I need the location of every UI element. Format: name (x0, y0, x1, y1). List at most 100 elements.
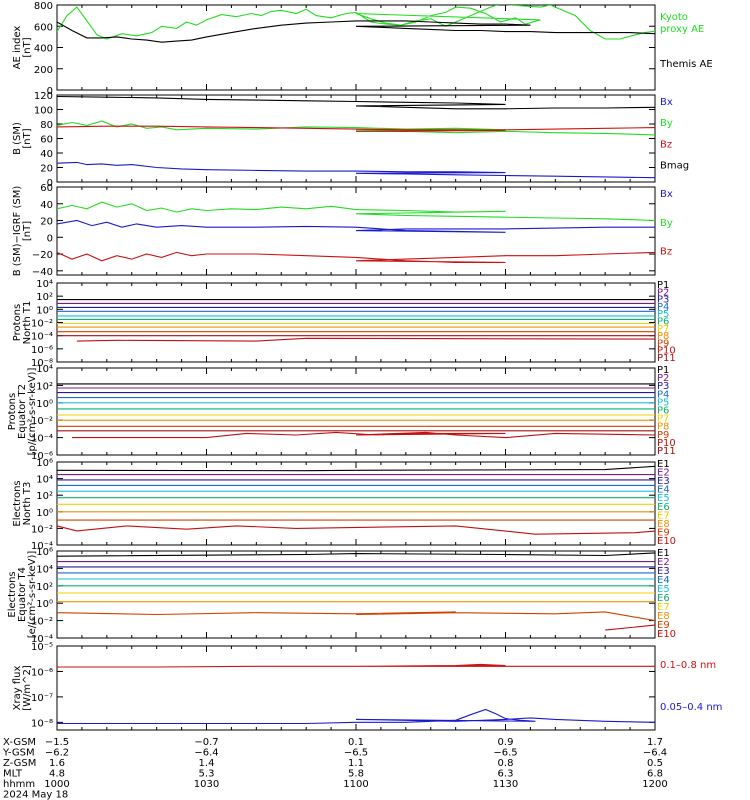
y-tick-label: 10⁻² (31, 319, 53, 330)
x-row-value: −1.5 (45, 737, 69, 748)
y-tick-label: 10⁰ (36, 305, 53, 316)
x-row-value: 1.6 (49, 758, 65, 769)
y-tick-label: 10⁻⁶ (31, 345, 53, 356)
legend-p10: P10 (657, 346, 676, 357)
y-axis-label: North T1 (22, 301, 33, 345)
series-0-05-0-4-nm (57, 708, 655, 725)
y-tick-label: 10⁻⁴ (31, 634, 53, 645)
panel-frame (56, 4, 656, 91)
y-axis-label: North T3 (22, 482, 33, 526)
panel-frame (56, 367, 656, 456)
y-tick-label: 10⁴ (36, 564, 53, 575)
y-tick-label: 100 (34, 106, 53, 117)
legend-p4: P4 (657, 389, 669, 400)
panel-en: 10⁻⁴ 10⁻² 10⁰ 10² 10⁴ 10⁶ E1E2E3E4E5E6E7E8E9E1… (12, 458, 676, 552)
x-row-value: 5.3 (199, 769, 215, 780)
x-row-value: −6.4 (643, 748, 667, 759)
y-tick-label: 10⁻⁸ (31, 358, 53, 369)
y-tick-label: 0 (47, 86, 53, 97)
series-0-1-0-8-nm (57, 663, 655, 668)
legend-themis-ae: Themis AE (659, 59, 713, 70)
legend-p4: P4 (657, 302, 669, 313)
x-row-value: −6.5 (493, 748, 517, 759)
series-bz (57, 245, 655, 263)
legend-e1: E1 (657, 548, 670, 559)
legend-bx: Bx (660, 97, 673, 108)
legend-e3: E3 (657, 566, 670, 577)
panel-bigrf: −40 −20 0 20 40 60 Bx By Bz B (SM)−IGRF (SM) [nT] (12, 183, 673, 278)
x-row-label: Y-GSM (2, 748, 35, 759)
y-tick-label: 10⁻⁷ (31, 693, 53, 704)
series-by (57, 120, 655, 136)
x-row-value: −6.5 (344, 748, 368, 759)
legend-p6: P6 (657, 317, 669, 328)
y-axis-label: Equator T2 (17, 384, 28, 439)
y-tick-label: 10⁻⁴ (31, 434, 53, 445)
y-tick-label: 10⁻² (31, 524, 53, 535)
y-tick-label: 10² (36, 491, 53, 502)
legend-p11: P11 (657, 446, 676, 457)
y-tick-label: 600 (34, 22, 53, 33)
y-axis-label: [nT] (22, 221, 33, 241)
legend-bz: Bz (660, 139, 672, 150)
x-row-value: 6.3 (498, 769, 514, 780)
legend-e9: E9 (657, 620, 670, 631)
series-e10 (605, 624, 655, 631)
x-row-value: 1130 (493, 779, 518, 790)
x-row-label: hhmm (3, 779, 35, 790)
y-axis-label: [p/(cm²-s-sr-keV)] (27, 368, 38, 456)
y-tick-label: 80 (40, 120, 53, 131)
legend-p7: P7 (657, 324, 669, 335)
legend-p8: P8 (657, 422, 669, 433)
legend-kyoto-proxy-ae: Kyoto (660, 12, 688, 23)
legend-bmag: Bmag (660, 161, 689, 172)
y-tick-label: 10⁰ (36, 508, 53, 519)
legend-e2: E2 (657, 468, 670, 479)
legend-p6: P6 (657, 406, 669, 417)
x-row-value: 1.4 (199, 758, 215, 769)
series-e9 (57, 611, 655, 622)
legend-e5: E5 (657, 584, 670, 595)
legend-e8: E8 (657, 519, 670, 530)
y-tick-label: 10⁻⁶ (31, 451, 53, 462)
legend-p9: P9 (657, 430, 669, 441)
legend-p5: P5 (657, 397, 669, 408)
panel-frame (56, 645, 656, 731)
y-tick-label: 10² (36, 292, 53, 303)
y-tick-label: 10⁻⁵ (31, 642, 53, 653)
y-tick-label: 0 (47, 233, 53, 244)
y-axis-label: B (SM) (12, 122, 23, 155)
legend-bz: Bz (660, 247, 672, 258)
series-bx (57, 161, 655, 180)
legend-e2: E2 (657, 557, 670, 568)
x-row-label: MLT (3, 769, 23, 780)
y-tick-label: 800 (34, 1, 53, 12)
y-tick-label: 10² (36, 381, 53, 392)
legend-p10: P10 (657, 438, 676, 449)
panel-bsm: 0 20 40 60 80 100 120 Bx By Bz Bmag B (SM) [nT] (12, 91, 689, 189)
y-tick-label: 400 (34, 44, 53, 55)
y-axis-label: B (SM)−IGRF (SM) (12, 186, 23, 277)
x-row-value: 5.8 (348, 769, 364, 780)
x-row-value: 0.9 (498, 737, 514, 748)
legend-p3: P3 (657, 381, 669, 392)
y-axis-label: Electrons (7, 571, 18, 617)
x-row-value: −0.7 (194, 737, 218, 748)
x-row-value: 0.5 (647, 758, 663, 769)
x-row-value: 1000 (44, 779, 69, 790)
legend-bx: Bx (660, 189, 673, 200)
legend-p1: P1 (657, 365, 669, 376)
legend-kyoto-proxy-ae: proxy AE (660, 24, 704, 35)
series-p10 (72, 431, 655, 439)
y-tick-label: 120 (34, 91, 53, 102)
legend-by: By (660, 118, 673, 129)
y-tick-label: 10⁻⁸ (31, 718, 53, 729)
legend-e5: E5 (657, 493, 670, 504)
series-bz (57, 124, 655, 132)
y-axis-label: [nT] (22, 128, 33, 148)
series-e1 (57, 552, 655, 557)
y-tick-label: 60 (40, 135, 53, 146)
y-tick-label: 10² (36, 582, 53, 593)
